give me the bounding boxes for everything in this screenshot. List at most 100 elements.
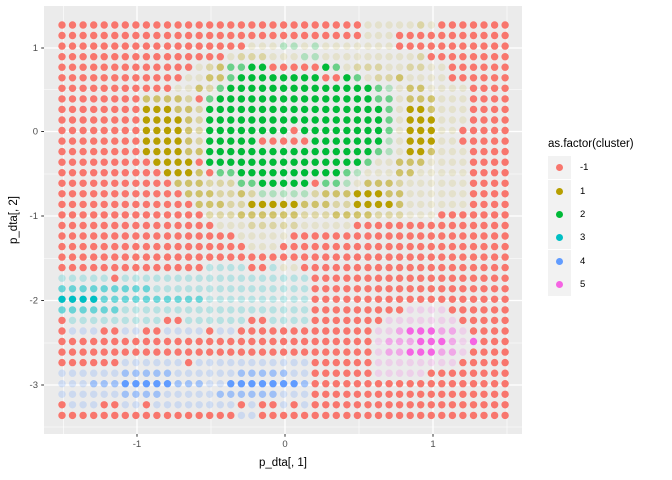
data-point — [427, 348, 435, 356]
data-point — [195, 200, 203, 209]
data-point — [459, 84, 467, 93]
data-point — [290, 316, 298, 325]
legend-entry--1: -1 — [548, 156, 670, 180]
data-point — [311, 190, 319, 198]
data-point — [258, 21, 267, 29]
data-point — [300, 285, 309, 293]
data-point — [258, 42, 267, 50]
data-point — [490, 401, 499, 409]
data-point — [300, 274, 309, 282]
data-point — [480, 63, 488, 71]
data-point — [248, 31, 256, 40]
data-point — [395, 200, 404, 209]
data-point — [58, 221, 66, 230]
data-point — [322, 295, 330, 303]
data-point — [68, 126, 77, 135]
data-point — [132, 31, 140, 40]
data-point — [237, 147, 246, 156]
data-point — [300, 169, 309, 177]
data-point — [216, 190, 224, 198]
data-point — [448, 63, 457, 71]
data-point — [343, 31, 351, 40]
data-point — [206, 190, 214, 198]
data-point — [68, 95, 77, 103]
data-point — [121, 84, 129, 93]
data-point — [195, 348, 203, 356]
data-point — [237, 126, 246, 135]
legend-point-icon — [556, 210, 563, 218]
data-point — [227, 390, 235, 398]
data-point — [195, 411, 203, 420]
data-point — [501, 232, 509, 240]
data-point — [68, 306, 77, 314]
data-point — [195, 306, 203, 314]
data-point — [438, 105, 446, 114]
data-point — [132, 253, 140, 261]
data-point — [237, 411, 246, 420]
data-point — [184, 211, 193, 219]
data-point — [174, 95, 182, 103]
data-point — [343, 411, 351, 420]
data-point — [79, 21, 87, 29]
data-point — [332, 126, 340, 135]
data-point — [311, 295, 319, 303]
data-point — [90, 42, 98, 50]
data-point — [490, 316, 499, 325]
data-point — [385, 74, 393, 82]
data-point — [448, 401, 457, 409]
data-point — [406, 190, 414, 198]
data-point — [343, 232, 351, 240]
data-point — [385, 348, 393, 356]
data-point — [322, 74, 330, 82]
data-point — [427, 31, 435, 40]
data-point — [184, 253, 193, 261]
data-point — [153, 169, 161, 177]
data-point — [132, 337, 140, 346]
data-point — [142, 74, 151, 82]
data-point — [111, 63, 119, 71]
data-point — [343, 21, 351, 29]
data-point — [237, 274, 246, 282]
data-point — [480, 31, 488, 40]
data-point — [237, 358, 246, 367]
data-point — [258, 401, 267, 409]
data-point — [459, 337, 467, 346]
data-point — [417, 221, 425, 230]
data-point — [300, 358, 309, 367]
data-point — [311, 95, 319, 103]
data-point — [90, 232, 98, 240]
data-point — [68, 116, 77, 124]
data-point — [279, 84, 288, 93]
data-point — [237, 169, 246, 177]
data-point — [206, 316, 214, 325]
data-point — [90, 63, 98, 71]
y-axis-title: p_dta[, 2] — [8, 196, 20, 244]
data-point — [290, 295, 298, 303]
data-point — [184, 116, 193, 124]
data-point — [353, 253, 362, 261]
data-point — [438, 95, 446, 103]
legend-title: as.factor(cluster) — [548, 138, 634, 150]
data-point — [427, 337, 435, 346]
data-point — [100, 105, 108, 114]
data-point — [90, 369, 98, 377]
data-point — [184, 337, 193, 346]
data-point — [406, 358, 414, 367]
data-point — [184, 53, 193, 61]
data-point — [269, 337, 277, 346]
data-point — [237, 42, 246, 50]
data-point — [469, 137, 478, 145]
data-point — [490, 337, 499, 346]
data-point — [227, 158, 235, 166]
data-point — [206, 147, 214, 156]
data-point — [374, 137, 383, 145]
legend-key-swatch — [548, 156, 571, 180]
data-point — [406, 95, 414, 103]
data-point — [100, 200, 108, 209]
data-point — [237, 369, 246, 377]
data-point — [132, 158, 140, 166]
data-point — [153, 147, 161, 156]
data-point — [227, 74, 235, 82]
data-point — [227, 401, 235, 409]
data-point — [279, 200, 288, 209]
